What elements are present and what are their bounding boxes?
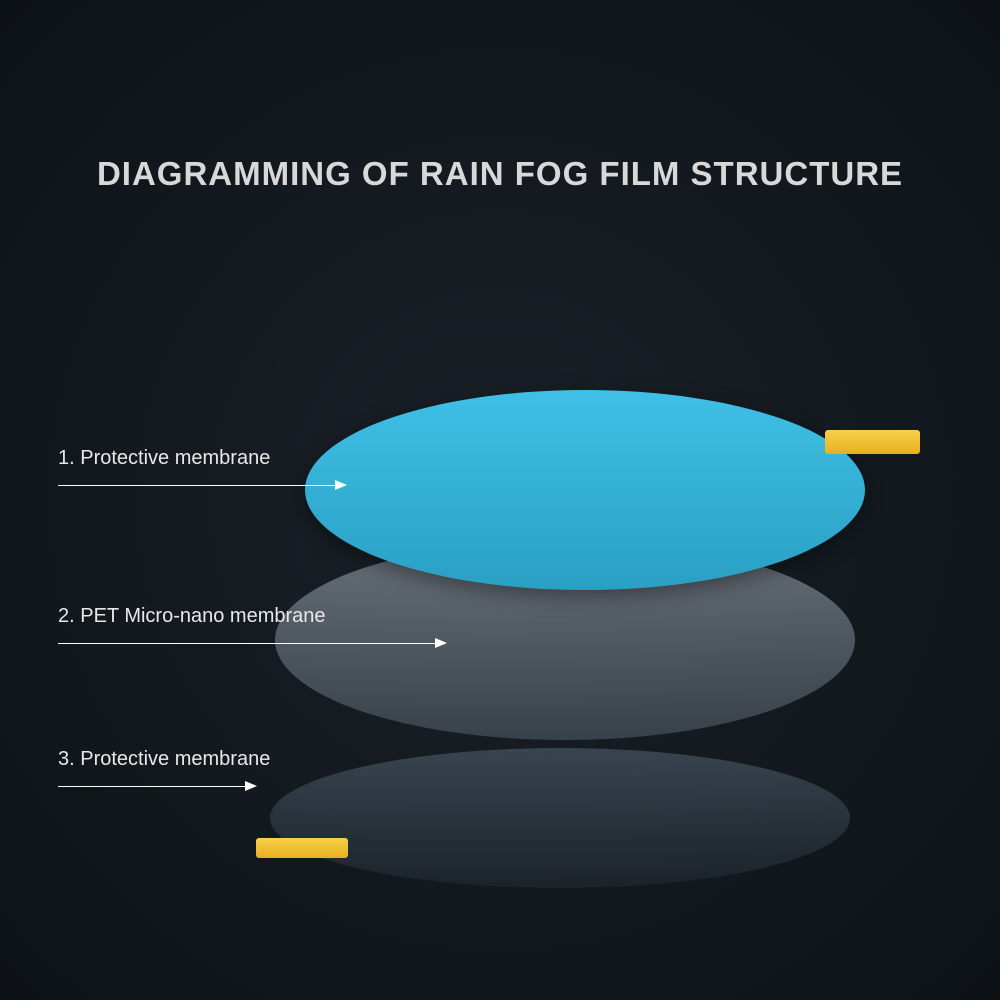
layer-1-arrow-line: [58, 485, 335, 486]
layer-2-label: 2. PET Micro-nano membrane: [58, 605, 326, 628]
layer-3-arrow-line: [58, 786, 245, 787]
layer-3-label: 3. Protective membrane: [58, 748, 270, 771]
layer-1-tab: [825, 430, 920, 454]
layer-3-tab: [256, 838, 348, 858]
layer-1-arrow-head: [335, 480, 347, 490]
layer-1-label: 1. Protective membrane: [58, 447, 270, 470]
film-structure-diagram: 1. Protective membrane 2. PET Micro-nano…: [0, 380, 1000, 930]
layer-1-ellipse: [305, 390, 865, 590]
layer-3-arrow-head: [245, 781, 257, 791]
layer-3-ellipse: [270, 748, 850, 888]
layer-2-arrow-line: [58, 643, 435, 644]
page-title: DIAGRAMMING OF RAIN FOG FILM STRUCTURE: [50, 155, 950, 193]
layer-2-arrow-head: [435, 638, 447, 648]
